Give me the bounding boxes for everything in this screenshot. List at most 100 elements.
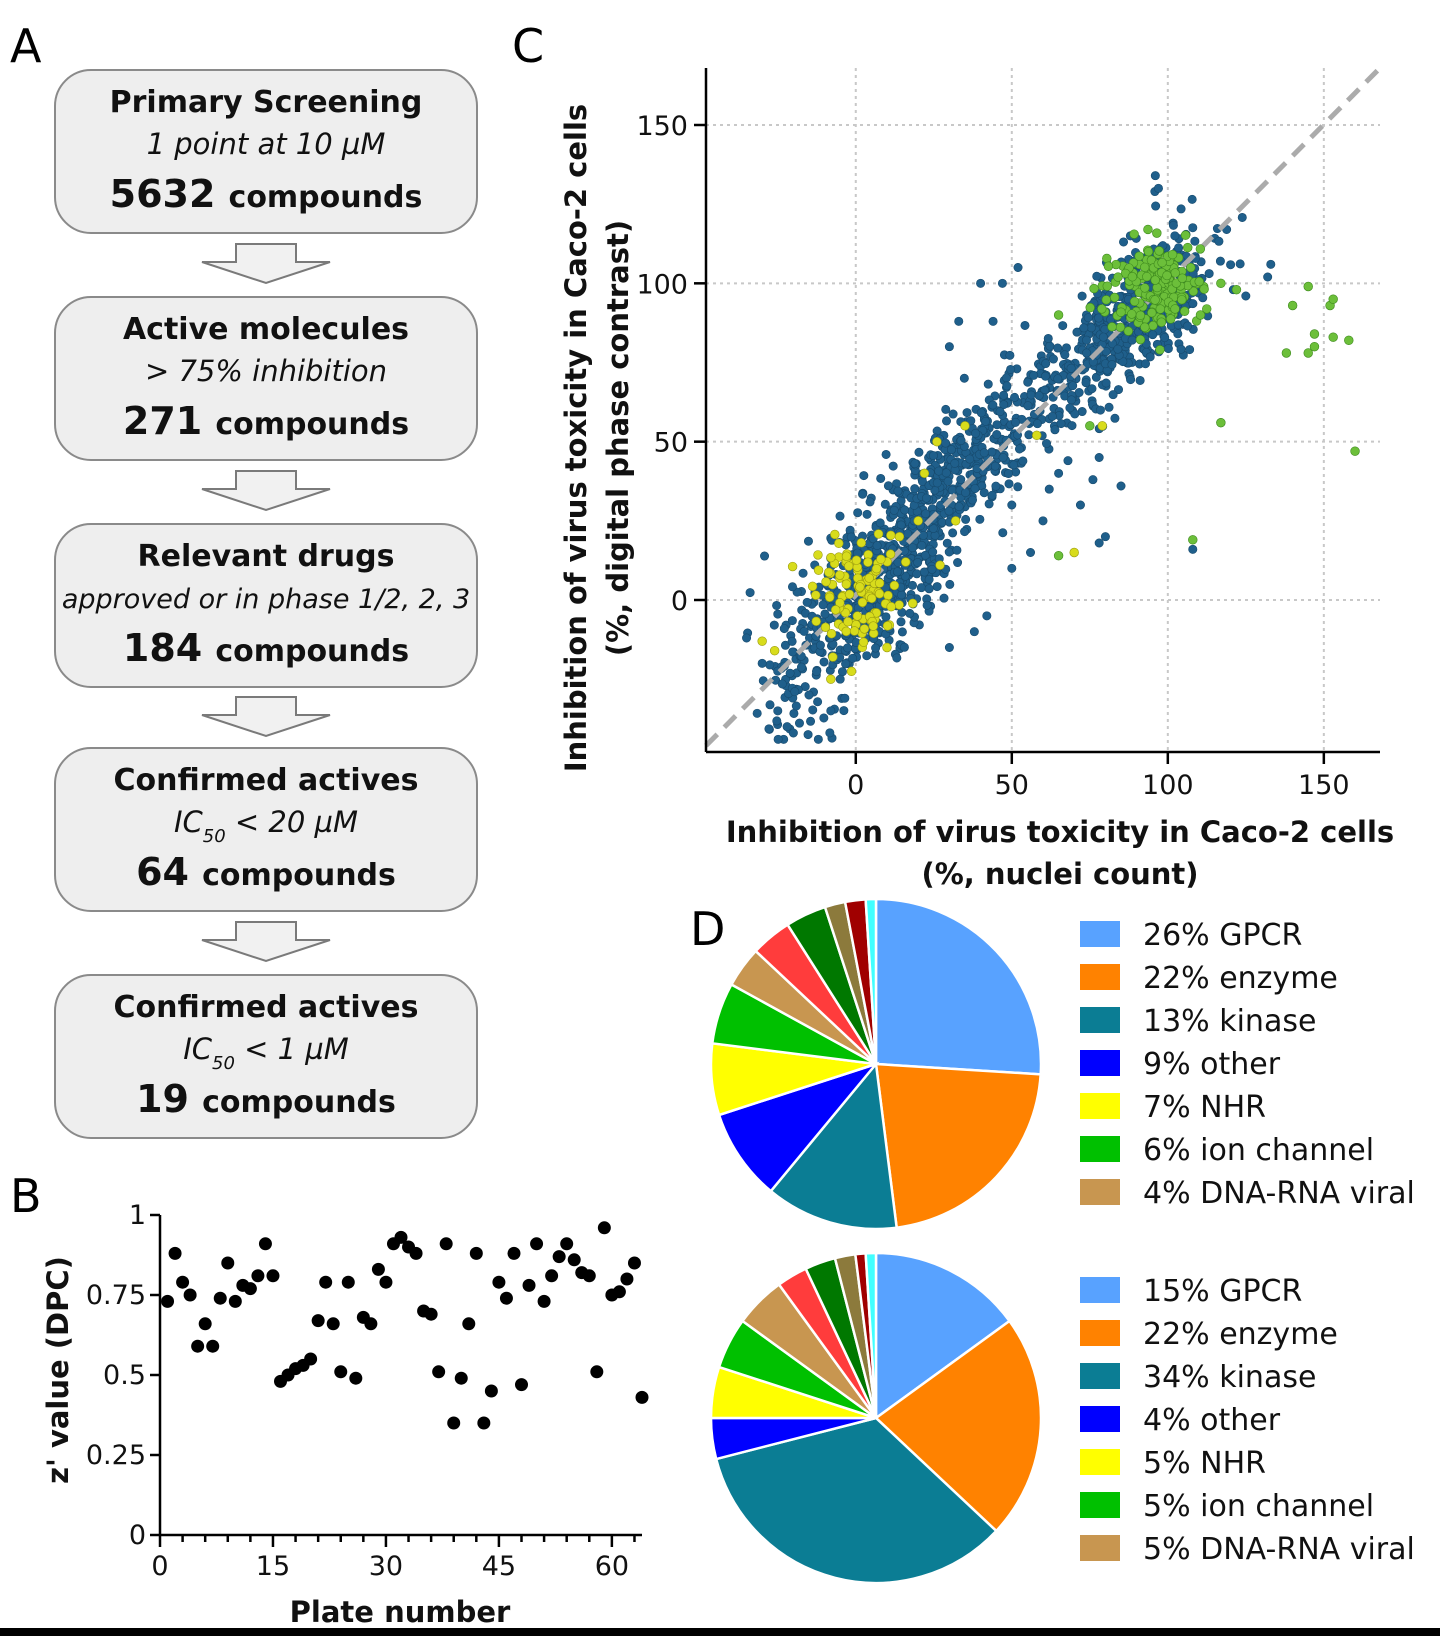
chart-c-yellow-point	[919, 468, 930, 479]
chart-c-point	[765, 660, 775, 670]
chart-c-point	[1043, 333, 1053, 343]
chart-c-point	[948, 409, 958, 419]
chart-c-point	[1176, 204, 1186, 214]
chart-b-xtick-label: 15	[256, 1551, 290, 1582]
chart-c-point	[1145, 352, 1155, 362]
chart-c-yellow-point	[867, 593, 877, 604]
chart-c-point	[944, 642, 954, 652]
legend-label: 9% other	[1143, 1047, 1281, 1082]
chart-c-yellow-point	[821, 577, 831, 587]
flow-arrow-down-icon	[201, 921, 331, 963]
chart-b-point	[349, 1371, 363, 1385]
chart-c-point	[941, 468, 951, 478]
chart-c-green-point	[1303, 348, 1313, 358]
chart-c-yellow-point	[811, 590, 821, 600]
flow-box-relevant-drugs: Relevant drugs approved or in phase 1/2,…	[54, 523, 478, 688]
chart-c-point	[1151, 201, 1161, 211]
chart-b-ytick-label: 0.25	[86, 1440, 146, 1471]
chart-c-point	[941, 404, 951, 414]
chart-c-point	[765, 700, 775, 710]
chart-c-green-point	[1148, 320, 1158, 331]
flow-box-active-molecules: Active molecules > 75% inhibition 271 co…	[54, 296, 478, 461]
chart-b-point	[620, 1272, 634, 1286]
pie-legend-top: 26% GPCR 22% enzyme 13% kinase 9% other 7% N…	[1080, 918, 1415, 1211]
chart-c-point	[881, 449, 891, 459]
chart-c-point	[1003, 469, 1013, 479]
chart-b-point	[590, 1365, 604, 1379]
chart-c-point	[769, 620, 779, 630]
chart-c-yellow-point	[882, 621, 893, 631]
legend-label: 26% GPCR	[1143, 918, 1302, 953]
legend-label: 22% enzyme	[1143, 1317, 1338, 1352]
flow-count-line: 184 compounds	[123, 626, 409, 670]
chart-c-green-point	[1102, 281, 1112, 291]
chart-c-green-point	[1170, 304, 1180, 314]
chart-c-point	[940, 438, 950, 448]
chart-c-point	[1168, 220, 1178, 230]
chart-c-green-point	[1165, 314, 1176, 324]
chart-b-xtick-label: 30	[369, 1551, 403, 1582]
inhibition-correlation-chart: 0 50 100 150 0 50 100 150 Inhibition of virus t…	[559, 66, 1394, 891]
chart-b-ytick-label: 0.5	[103, 1360, 146, 1391]
chart-b-point	[530, 1237, 544, 1251]
chart-c-point	[976, 278, 986, 288]
chart-c-point	[1011, 417, 1021, 427]
chart-c-point	[1058, 321, 1068, 331]
chart-c-point	[1116, 481, 1126, 491]
chart-c-yellow-point	[856, 538, 866, 548]
panel-label-a: A	[10, 19, 42, 73]
chart-c-point	[1241, 291, 1251, 301]
bottom-border	[0, 1628, 1440, 1636]
chart-c-point	[825, 728, 835, 738]
chart-b-point	[635, 1390, 649, 1404]
chart-c-point	[979, 448, 989, 458]
chart-b-point	[228, 1294, 242, 1308]
chart-c-point	[965, 454, 975, 464]
chart-c-green-point	[1186, 262, 1196, 273]
chart-c-point	[1110, 413, 1120, 423]
chart-c-point	[1067, 421, 1077, 431]
chart-c-point	[1001, 373, 1011, 383]
chart-c-point	[962, 408, 972, 418]
chart-c-point	[944, 506, 954, 516]
chart-c-point	[875, 518, 885, 528]
chart-c-point	[1176, 344, 1186, 354]
chart-c-yellow-series	[757, 421, 1107, 684]
chart-c-point	[1094, 538, 1104, 548]
chart-c-point	[782, 722, 792, 732]
chart-c-point	[1108, 390, 1118, 400]
panel-label-c: C	[512, 19, 544, 73]
chart-b-point	[364, 1317, 378, 1331]
chart-c-green-point	[1183, 242, 1193, 253]
chart-c-yellow-point	[858, 637, 869, 647]
chart-c-yellow-point	[886, 530, 896, 541]
flow-unit: compounds	[215, 634, 409, 669]
chart-c-yellow-point	[851, 555, 862, 565]
chart-c-green-point	[1053, 550, 1064, 561]
chart-c-point	[950, 458, 960, 468]
chart-c-green-point	[1287, 300, 1298, 311]
chart-b-point	[484, 1384, 498, 1398]
chart-c-point	[998, 528, 1008, 538]
chart-c-yellow-point	[852, 611, 863, 621]
flow-count-line: 19 compounds	[136, 1077, 396, 1121]
chart-c-ytick-label: 0	[671, 586, 688, 617]
chart-c-point	[1072, 327, 1082, 337]
chart-c-point	[796, 662, 806, 672]
chart-c-point	[1214, 236, 1224, 246]
chart-c-point	[777, 679, 787, 689]
chart-c-point	[928, 524, 938, 534]
chart-b-point	[507, 1246, 521, 1260]
chart-c-green-point	[1180, 230, 1191, 240]
chart-c-point	[835, 674, 845, 684]
chart-c-green-point	[1350, 446, 1360, 456]
chart-c-point	[1042, 439, 1052, 449]
chart-c-yellow-point	[863, 557, 873, 567]
chart-c-point	[1135, 375, 1145, 385]
panel-label-b: B	[10, 1169, 42, 1223]
chart-c-point	[1040, 371, 1050, 381]
chart-c-yellow-point	[868, 621, 878, 631]
legend-label: 34% kinase	[1143, 1360, 1316, 1395]
chart-c-point	[961, 514, 971, 524]
chart-c-point	[924, 584, 934, 594]
